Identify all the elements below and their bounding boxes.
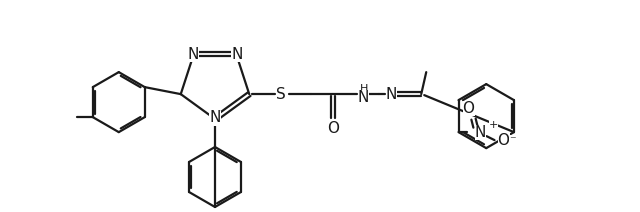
Text: +: +: [488, 120, 498, 130]
Text: N: N: [385, 87, 397, 102]
Text: N: N: [232, 47, 243, 62]
Text: N: N: [209, 110, 221, 126]
Text: S: S: [276, 87, 286, 102]
Text: O: O: [327, 121, 339, 136]
Text: N: N: [187, 47, 198, 62]
Text: N: N: [358, 90, 369, 105]
Text: N: N: [475, 125, 486, 140]
Text: ⁻: ⁻: [509, 135, 516, 148]
Text: H: H: [360, 84, 369, 94]
Text: O: O: [463, 101, 474, 116]
Text: O: O: [497, 133, 509, 148]
